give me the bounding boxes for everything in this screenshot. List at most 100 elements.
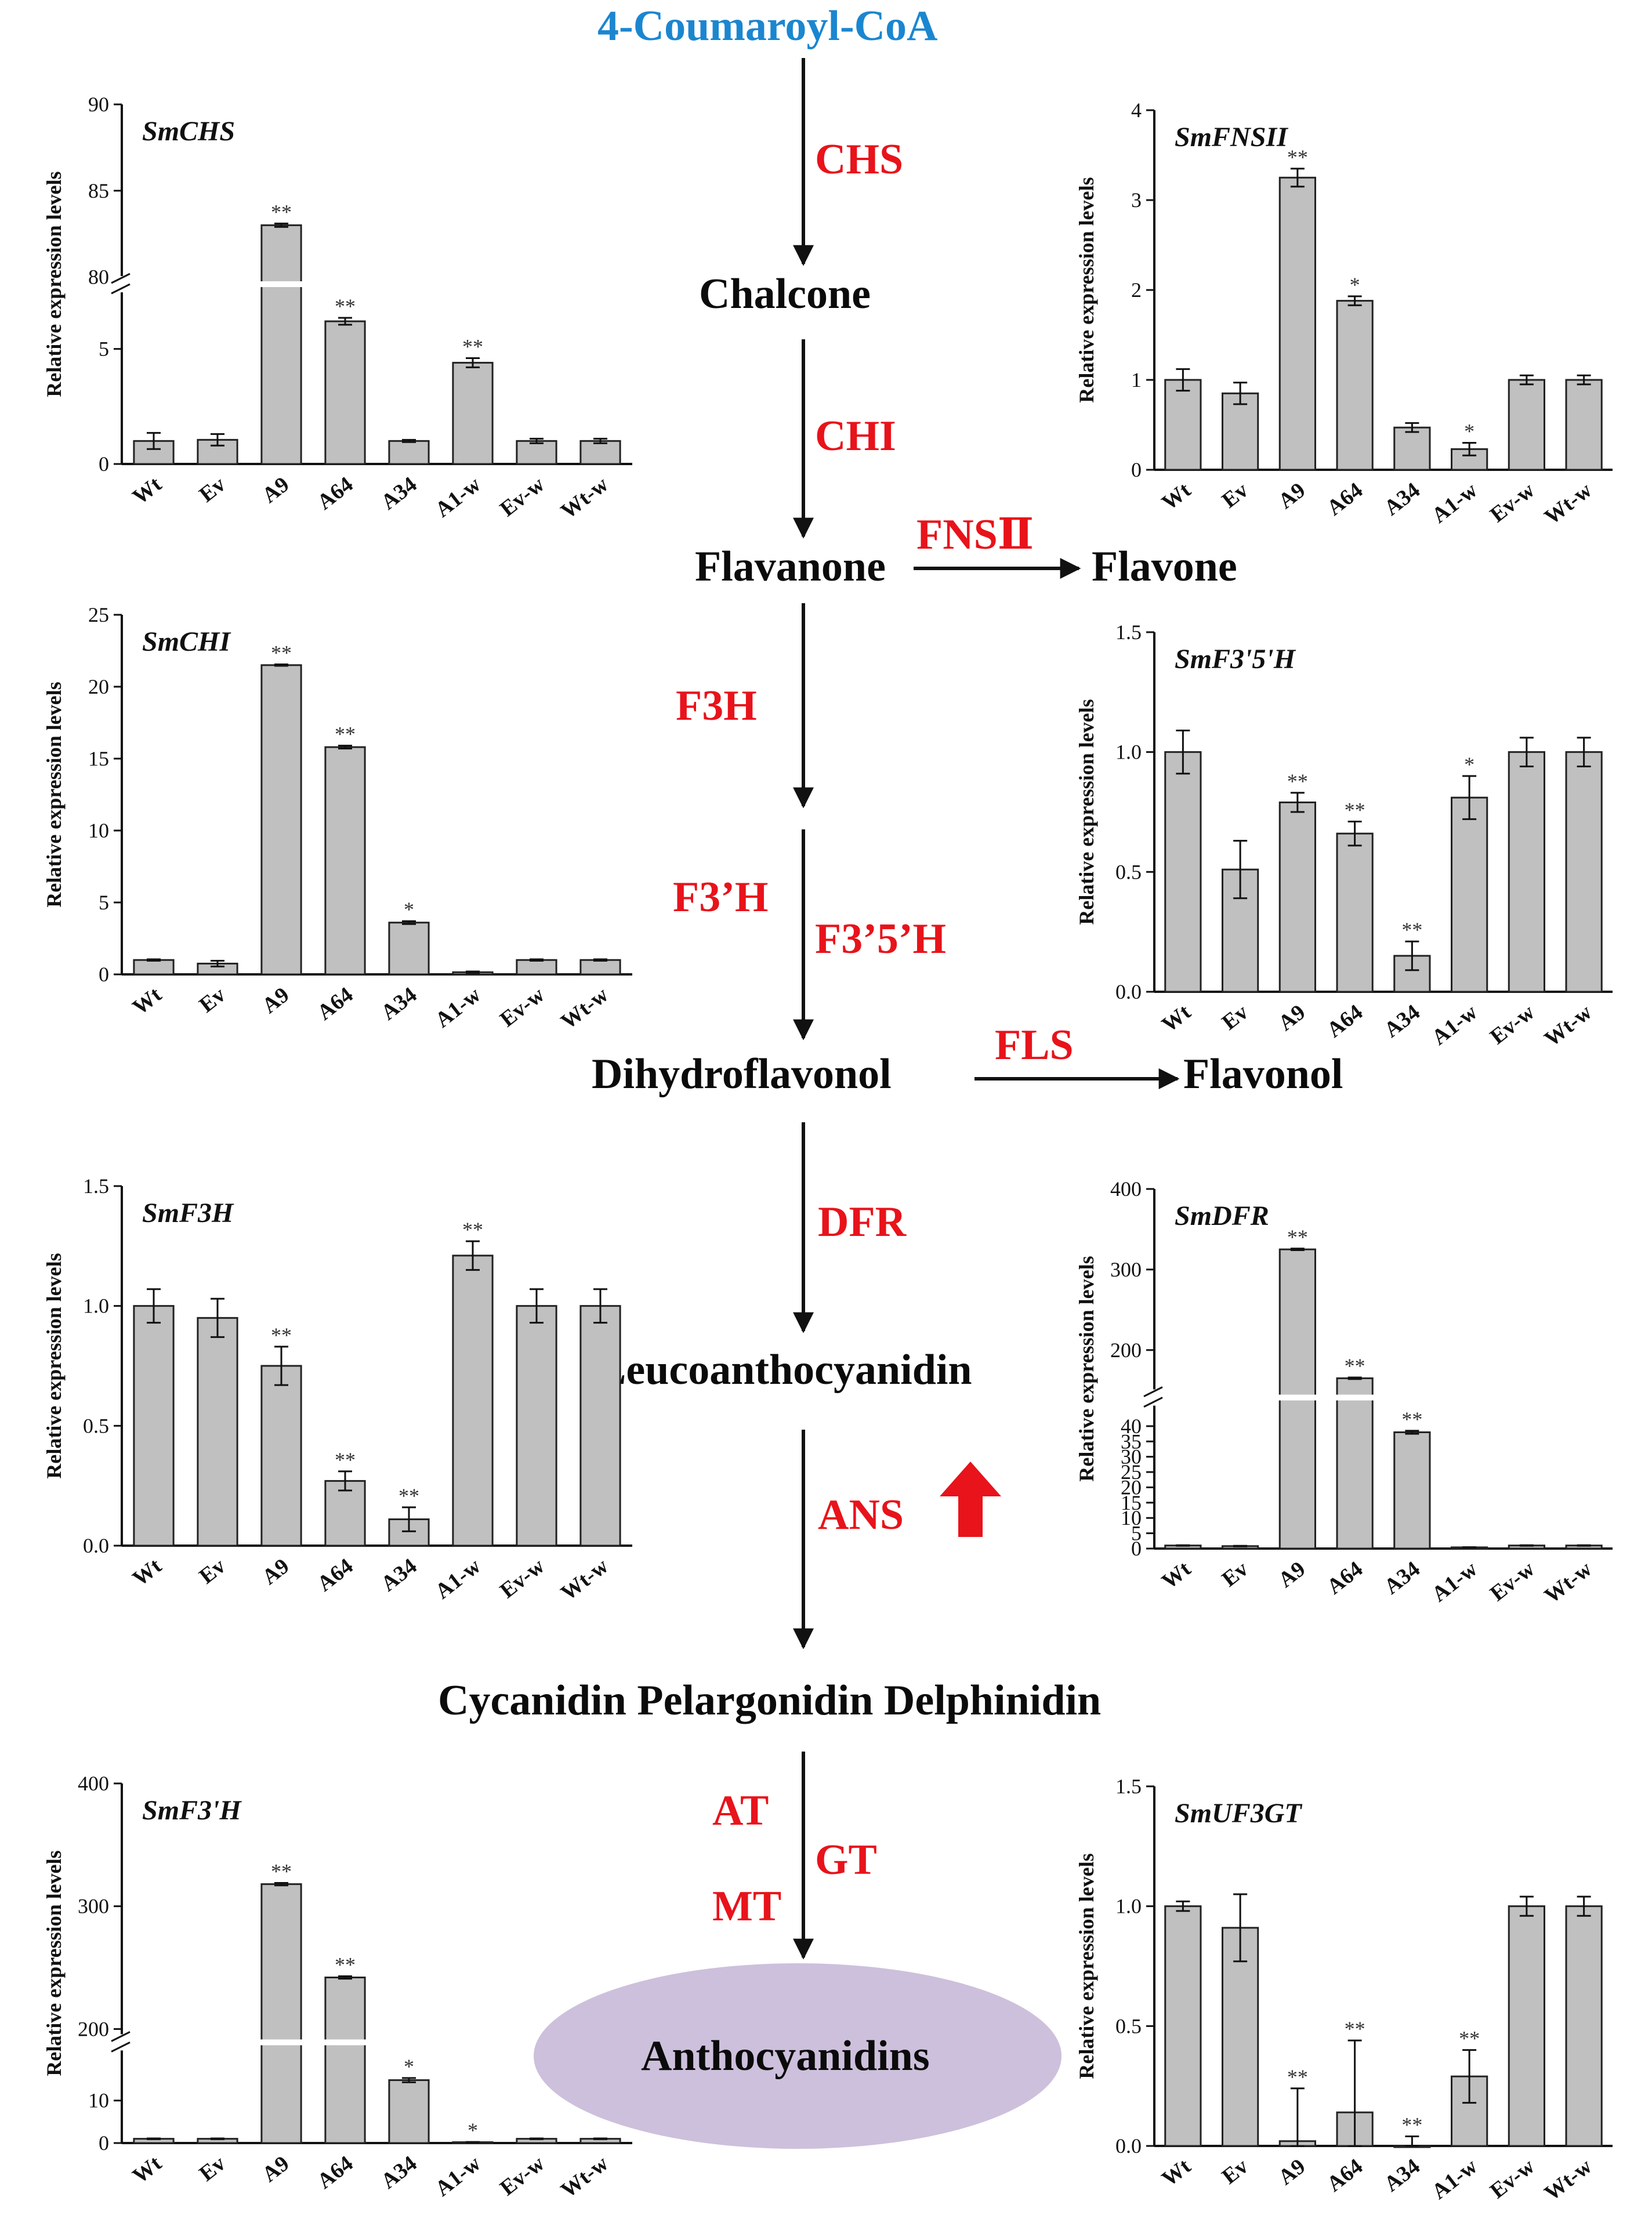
y-tick-label: 3 [1131,188,1142,212]
chart-smf3p5ph: 0.0 0.5 1.0 1.5 Relative expression levels Sm… [1075,621,1613,1052]
category-label: A9 [258,982,294,1018]
axis-break-mark [111,273,131,284]
y-tick-label: 300 [1110,1258,1142,1281]
chart-title: SmF3'H [142,1795,242,1826]
significance-mark: * [404,898,414,921]
y-tick-label: 15 [88,747,109,770]
y-tick-label: 1.0 [1115,741,1142,764]
bar-ev [1222,392,1259,471]
bar-break-band [1336,1394,1374,1401]
bar-wt [133,1305,175,1547]
y-tick-label: 20 [88,675,109,698]
bar-a9 [260,1883,302,2144]
category-label: Ev-w [495,1554,549,1603]
y-tick-label: 1.0 [1115,1895,1142,1918]
y-axis-label: Relative expression levels [1075,699,1098,924]
bar-ev-w [1508,751,1545,993]
bar-a9 [1278,801,1316,993]
y-tick-label: 25 [88,603,109,626]
category-label: A9 [1274,478,1310,514]
enzyme-ans: ANS [818,1491,904,1539]
category-label: A1-w [430,1554,485,1604]
y-tick-label: 5 [99,891,109,914]
bar-a1-w [1451,796,1488,993]
y-tick-label: 10 [88,819,109,842]
category-label: Wt-w [1540,478,1597,530]
y-tick-label: 80 [88,266,109,289]
significance-mark: ** [462,335,483,358]
bar-a1-w [452,1255,494,1547]
ans-up-arrow [940,1462,1001,1537]
y-tick-label: 0.0 [83,1534,109,1557]
category-label: Wt [1157,478,1195,515]
category-label: A64 [313,2151,357,2194]
category-label: Wt-w [556,472,613,524]
y-tick-label: 300 [78,1895,109,1918]
significance-mark: ** [1401,2113,1422,2136]
category-label: A34 [1379,478,1424,520]
enzyme-chi: CHI [815,412,896,460]
category-label: Wt-w [556,982,613,1034]
category-label: Wt-w [1540,1000,1597,1052]
category-label: A64 [313,472,357,514]
category-label: Ev-w [495,982,549,1032]
category-label: Wt [128,472,166,509]
category-label: Ev-w [495,472,549,521]
significance-mark: ** [1287,770,1308,793]
y-tick-label: 1.0 [83,1295,109,1318]
bar-ev-w [516,440,557,465]
category-label: Ev [195,2151,230,2186]
significance-mark: ** [1459,2027,1480,2050]
y-tick-label: 0 [99,452,109,476]
category-label: A34 [1379,2154,1424,2196]
bar-wt-w [1565,1905,1603,2147]
chart-smf3h: 0.0 0.5 1.0 1.5 Relative expression levels Sm… [42,1174,632,1605]
chart-title: SmCHS [142,116,235,147]
chart-smuf3gt: 0.0 0.5 1.0 1.5 Relative expression levels Sm… [1075,1775,1613,2206]
bar-a34 [1393,426,1431,471]
significance-mark: ** [271,641,292,665]
bar-a9 [260,224,302,465]
significance-mark: ** [1401,1408,1422,1431]
y-tick-label: 5 [99,338,109,361]
bar-ev-w [516,959,557,976]
pathway-leucoanthocyanidin: Leucoanthocyanidin [597,1346,972,1394]
category-label: A9 [258,472,294,508]
y-tick-label: 1.5 [83,1174,109,1198]
enzyme-f3ph: F3’H [673,873,769,921]
enzyme-chs: CHS [815,136,904,183]
pathway-anthocyanidin-bases: Cycanidin Pelargonidin Delphinidin [438,1677,1102,1724]
y-tick-label: 200 [78,2017,109,2040]
y-tick-label: 90 [88,93,109,116]
significance-mark: ** [1287,146,1308,169]
axis-break-mark [111,283,131,295]
category-label: A9 [1274,1557,1310,1593]
significance-mark: * [468,2119,478,2142]
significance-mark: * [404,2055,414,2078]
bar-a34 [388,440,430,465]
anthocyanidins-ellipse [534,1963,1062,2149]
category-label: A64 [313,982,357,1025]
bar-break-band [1278,1394,1317,1401]
category-label: Wt-w [556,2151,613,2203]
bar-wt-w [579,959,621,976]
bar-ev-w [1508,1905,1545,2147]
y-tick-label: 0.0 [1115,980,1142,1003]
category-label: A64 [1323,478,1367,520]
bar-wt [133,959,175,976]
chart-title: SmDFR [1175,1201,1269,1231]
enzyme-dfr: DFR [818,1198,907,1246]
category-label: A34 [1379,1557,1424,1599]
y-tick-label: 85 [88,179,109,202]
bar-a64 [324,1976,366,2144]
y-tick-label: 200 [1110,1339,1142,1362]
significance-mark: ** [398,1484,419,1507]
category-label: Ev [195,472,230,507]
category-label: Ev [1218,2154,1253,2189]
bar-a34 [1393,955,1431,993]
category-label: Wt-w [556,1554,613,1605]
y-tick-label: 35 [1121,1430,1142,1453]
y-tick-label: 20 [1121,1475,1142,1499]
enzyme-mt: MT [712,1883,782,1930]
